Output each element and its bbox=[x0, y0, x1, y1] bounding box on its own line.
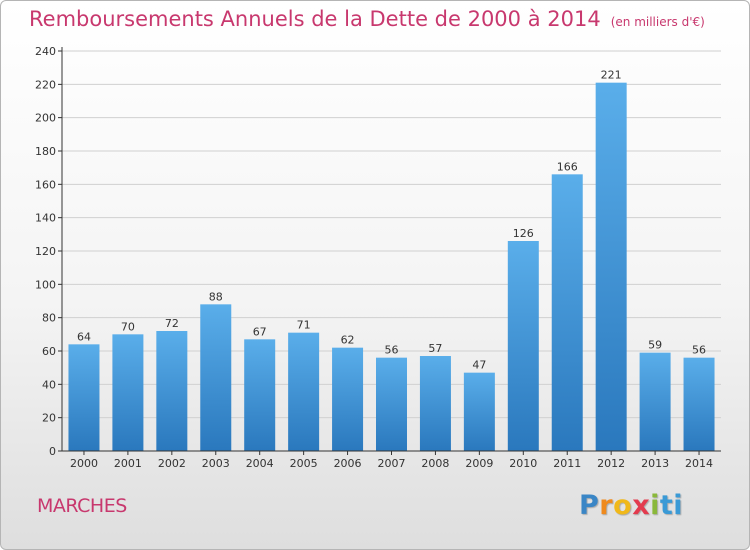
x-tick-label: 2013 bbox=[641, 457, 669, 470]
x-tick-label: 2006 bbox=[334, 457, 362, 470]
data-label: 59 bbox=[648, 339, 662, 352]
data-label: 221 bbox=[601, 69, 622, 82]
bar bbox=[200, 304, 232, 451]
bar bbox=[507, 241, 539, 451]
x-tick-label: 2002 bbox=[158, 457, 186, 470]
x-tick-label: 2004 bbox=[246, 457, 274, 470]
y-tick-label: 40 bbox=[42, 378, 56, 391]
x-tick-label: 2009 bbox=[465, 457, 493, 470]
bar bbox=[551, 174, 583, 452]
x-tick-label: 2014 bbox=[685, 457, 713, 470]
y-tick-label: 20 bbox=[42, 412, 56, 425]
data-label: 70 bbox=[121, 320, 135, 333]
data-label: 72 bbox=[165, 317, 179, 330]
y-tick-label: 120 bbox=[35, 245, 56, 258]
y-tick-label: 160 bbox=[35, 178, 56, 191]
y-tick-label: 100 bbox=[35, 278, 56, 291]
y-tick-label: 60 bbox=[42, 345, 56, 358]
data-label: 56 bbox=[692, 344, 706, 357]
chart-title: Remboursements Annuels de la Dette de 20… bbox=[29, 7, 705, 31]
data-label: 67 bbox=[253, 325, 267, 338]
x-tick-label: 2011 bbox=[553, 457, 581, 470]
bar bbox=[683, 357, 715, 451]
x-tick-label: 2001 bbox=[114, 457, 142, 470]
x-tick-label: 2010 bbox=[509, 457, 537, 470]
axes bbox=[58, 47, 721, 455]
x-tick-label: 2008 bbox=[421, 457, 449, 470]
data-label: 71 bbox=[297, 319, 311, 332]
x-tick-label: 2003 bbox=[202, 457, 230, 470]
data-label: 47 bbox=[472, 359, 486, 372]
bar bbox=[639, 352, 671, 451]
y-tick-label: 0 bbox=[49, 445, 56, 458]
bar bbox=[463, 372, 495, 451]
data-label: 64 bbox=[77, 330, 91, 343]
data-label: 88 bbox=[209, 290, 223, 303]
y-tick-label: 80 bbox=[42, 312, 56, 325]
x-tick-label: 2005 bbox=[290, 457, 318, 470]
y-tick-label: 140 bbox=[35, 212, 56, 225]
x-tick-label: 2007 bbox=[378, 457, 406, 470]
bar bbox=[332, 347, 364, 451]
y-tick-label: 200 bbox=[35, 112, 56, 125]
bars bbox=[68, 82, 715, 452]
bar bbox=[244, 339, 276, 451]
bar bbox=[288, 332, 320, 451]
x-tick-label: 2000 bbox=[70, 457, 98, 470]
y-tick-label: 220 bbox=[35, 78, 56, 91]
bar bbox=[419, 356, 451, 451]
bar bbox=[156, 331, 188, 451]
data-label: 56 bbox=[385, 344, 399, 357]
y-tick-label: 240 bbox=[35, 45, 56, 58]
y-tick-label: 180 bbox=[35, 145, 56, 158]
bar bbox=[68, 344, 100, 451]
bar bbox=[595, 82, 627, 452]
commune-name: MARCHES bbox=[37, 495, 127, 517]
chart-unit: (en milliers d'€) bbox=[610, 15, 705, 29]
labels: 0 20 40 60 80 100 120 140 160 180 200 220 240 64 2000 7… bbox=[35, 45, 713, 470]
x-tick-label: 2012 bbox=[597, 457, 625, 470]
bar bbox=[376, 357, 407, 451]
data-label: 57 bbox=[428, 342, 442, 355]
data-label: 166 bbox=[557, 160, 578, 173]
bar bbox=[112, 334, 144, 451]
data-label: 126 bbox=[513, 227, 534, 240]
proxiti-logo: Proxiti bbox=[579, 490, 684, 521]
data-label: 62 bbox=[341, 334, 355, 347]
chart-title-text: Remboursements Annuels de la Dette de 20… bbox=[29, 7, 601, 31]
